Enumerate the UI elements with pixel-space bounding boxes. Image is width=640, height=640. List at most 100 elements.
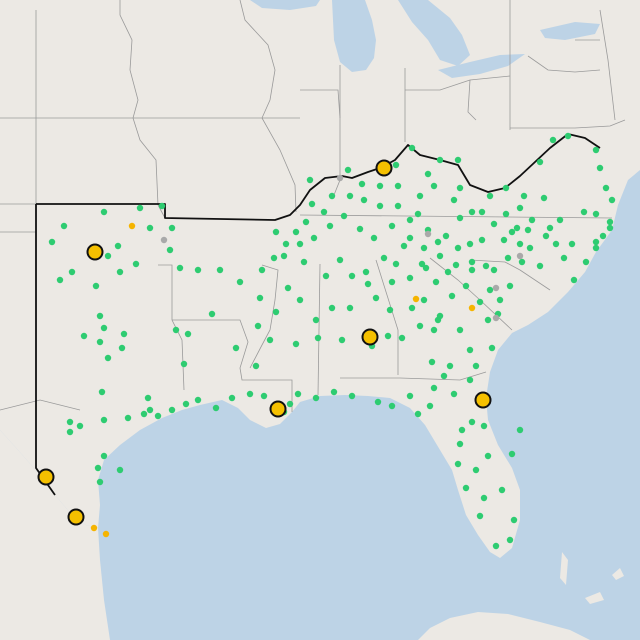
station-marker-green[interactable]	[480, 494, 488, 502]
station-marker-green[interactable]	[436, 156, 444, 164]
station-marker-green[interactable]	[376, 202, 384, 210]
station-marker-green[interactable]	[280, 252, 288, 260]
station-marker-green[interactable]	[194, 266, 202, 274]
station-marker-green[interactable]	[336, 256, 344, 264]
station-marker-green[interactable]	[549, 136, 557, 144]
station-marker-green[interactable]	[472, 362, 480, 370]
station-marker-green[interactable]	[358, 180, 366, 188]
station-marker-green[interactable]	[144, 394, 152, 402]
station-marker-green[interactable]	[440, 372, 448, 380]
station-marker-green[interactable]	[592, 210, 600, 218]
station-marker-green[interactable]	[312, 394, 320, 402]
station-marker-green[interactable]	[446, 362, 454, 370]
station-marker-green[interactable]	[370, 234, 378, 242]
station-marker-green[interactable]	[476, 512, 484, 520]
station-marker-green[interactable]	[466, 240, 474, 248]
station-marker-green[interactable]	[508, 228, 516, 236]
major-site-marker[interactable]	[361, 328, 379, 346]
station-marker-green[interactable]	[406, 274, 414, 282]
station-marker-green[interactable]	[136, 204, 144, 212]
station-marker-green[interactable]	[104, 354, 112, 362]
station-marker-green[interactable]	[286, 400, 294, 408]
station-marker-green[interactable]	[376, 182, 384, 190]
station-marker-orange[interactable]	[128, 222, 136, 230]
station-marker-green[interactable]	[484, 316, 492, 324]
station-marker-green[interactable]	[96, 312, 104, 320]
station-marker-green[interactable]	[92, 282, 100, 290]
station-marker-green[interactable]	[96, 338, 104, 346]
station-marker-green[interactable]	[568, 240, 576, 248]
station-marker-green[interactable]	[114, 242, 122, 250]
station-marker-green[interactable]	[498, 486, 506, 494]
station-marker-green[interactable]	[362, 268, 370, 276]
station-marker-green[interactable]	[392, 161, 400, 169]
station-marker-green[interactable]	[306, 176, 314, 184]
station-marker-green[interactable]	[490, 220, 498, 228]
station-marker-green[interactable]	[388, 222, 396, 230]
station-marker-green[interactable]	[94, 464, 102, 472]
major-sites-layer[interactable]	[37, 159, 492, 526]
station-marker-green[interactable]	[328, 304, 336, 312]
major-site-marker[interactable]	[67, 508, 85, 526]
station-marker-green[interactable]	[526, 244, 534, 252]
station-marker-green[interactable]	[154, 412, 162, 420]
station-marker-green[interactable]	[478, 208, 486, 216]
station-marker-green[interactable]	[146, 406, 154, 414]
station-marker-green[interactable]	[360, 196, 368, 204]
station-marker-green[interactable]	[513, 224, 521, 232]
station-marker-green[interactable]	[420, 296, 428, 304]
station-marker-green[interactable]	[388, 402, 396, 410]
station-marker-green[interactable]	[536, 262, 544, 270]
station-marker-green[interactable]	[540, 194, 548, 202]
station-marker-green[interactable]	[480, 422, 488, 430]
station-marker-green[interactable]	[602, 184, 610, 192]
station-marker-green[interactable]	[592, 146, 600, 154]
station-marker-green[interactable]	[100, 452, 108, 460]
station-marker-green[interactable]	[80, 332, 88, 340]
station-marker-green[interactable]	[482, 262, 490, 270]
station-marker-green[interactable]	[524, 226, 532, 234]
station-marker-green[interactable]	[66, 418, 74, 426]
station-marker-green[interactable]	[606, 218, 614, 226]
station-marker-green[interactable]	[450, 390, 458, 398]
station-marker-green[interactable]	[520, 192, 528, 200]
station-marker-green[interactable]	[270, 254, 278, 262]
station-marker-green[interactable]	[542, 232, 550, 240]
station-marker-green[interactable]	[486, 286, 494, 294]
station-marker-green[interactable]	[492, 542, 500, 550]
station-marker-green[interactable]	[478, 236, 486, 244]
station-marker-green[interactable]	[546, 224, 554, 232]
station-marker-orange[interactable]	[102, 530, 110, 538]
station-marker-green[interactable]	[320, 208, 328, 216]
station-marker-green[interactable]	[564, 132, 572, 140]
station-marker-green[interactable]	[168, 406, 176, 414]
station-marker-green[interactable]	[434, 238, 442, 246]
station-marker-green[interactable]	[428, 358, 436, 366]
station-marker-green[interactable]	[124, 414, 132, 422]
station-marker-green[interactable]	[348, 272, 356, 280]
station-marker-green[interactable]	[448, 292, 456, 300]
station-marker-green[interactable]	[506, 536, 514, 544]
station-marker-green[interactable]	[414, 210, 422, 218]
station-marker-green[interactable]	[284, 284, 292, 292]
station-marker-green[interactable]	[508, 450, 516, 458]
station-marker-green[interactable]	[116, 466, 124, 474]
station-marker-gray[interactable]	[160, 236, 168, 244]
station-marker-green[interactable]	[294, 390, 302, 398]
station-marker-green[interactable]	[394, 182, 402, 190]
station-marker-green[interactable]	[312, 316, 320, 324]
station-marker-gray[interactable]	[492, 314, 500, 322]
station-marker-green[interactable]	[76, 422, 84, 430]
station-marker-green[interactable]	[208, 310, 216, 318]
station-marker-green[interactable]	[364, 280, 372, 288]
station-marker-green[interactable]	[406, 216, 414, 224]
station-marker-green[interactable]	[466, 376, 474, 384]
station-marker-green[interactable]	[384, 332, 392, 340]
station-marker-green[interactable]	[560, 254, 568, 262]
station-marker-green[interactable]	[328, 192, 336, 200]
station-marker-green[interactable]	[406, 234, 414, 242]
station-marker-green[interactable]	[48, 238, 56, 246]
station-marker-green[interactable]	[432, 278, 440, 286]
station-marker-gray[interactable]	[516, 252, 524, 260]
station-marker-green[interactable]	[394, 202, 402, 210]
